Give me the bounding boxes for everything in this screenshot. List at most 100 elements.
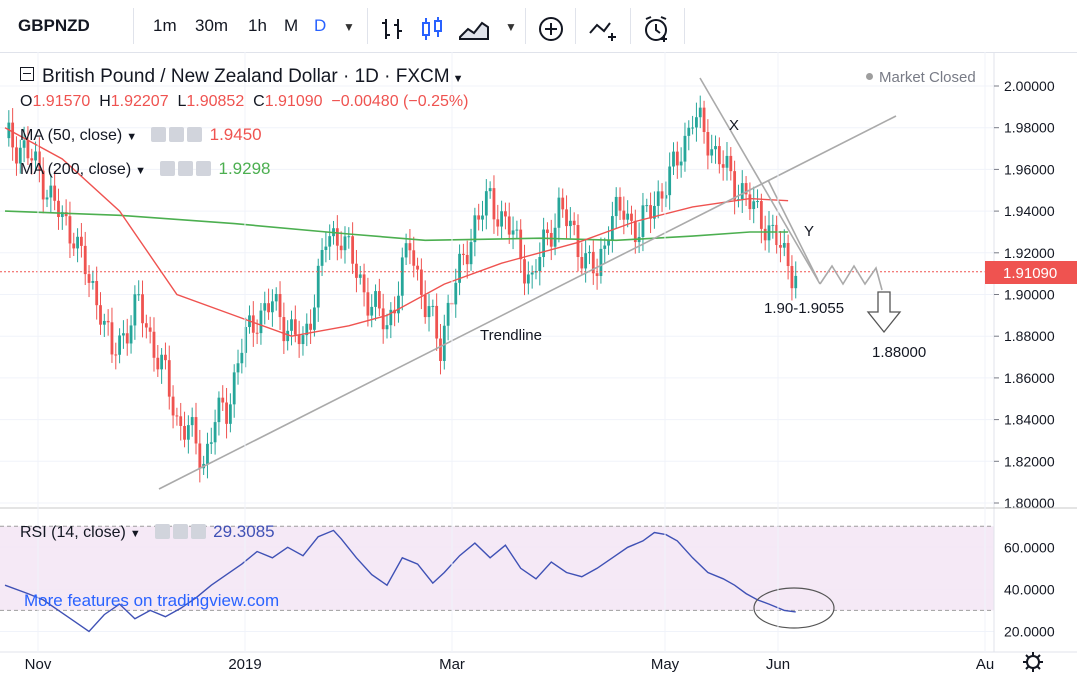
gear-icon[interactable] bbox=[178, 161, 194, 176]
candle-body bbox=[198, 443, 202, 469]
interval-month[interactable]: M bbox=[284, 16, 299, 35]
candle-body bbox=[41, 170, 45, 200]
candle-body bbox=[626, 213, 630, 220]
candle-body bbox=[435, 305, 439, 339]
gear-icon[interactable] bbox=[172, 524, 188, 539]
interval-dropdown[interactable]: ▼ bbox=[343, 0, 355, 52]
close-icon[interactable] bbox=[196, 161, 212, 176]
chevron-down-icon[interactable]: ▼ bbox=[129, 528, 141, 540]
indicators-add-icon[interactable] bbox=[537, 12, 565, 41]
alert-icon[interactable] bbox=[642, 12, 672, 42]
candle-body bbox=[484, 191, 488, 216]
chart-area[interactable]: 2.00000 1.98000 1.96000 1.94000 1.92000 1.900… bbox=[0, 52, 1077, 683]
settings-icon[interactable] bbox=[1023, 652, 1043, 672]
compare-icon[interactable] bbox=[588, 12, 620, 41]
chevron-down-icon[interactable]: ▼ bbox=[126, 131, 138, 143]
low-label: L bbox=[177, 93, 187, 110]
candle-body bbox=[213, 422, 217, 443]
gear-icon[interactable] bbox=[169, 127, 185, 142]
candle-body bbox=[767, 225, 771, 241]
label-target: 1.88000 bbox=[872, 344, 926, 361]
x-tick-label: Nov bbox=[25, 656, 52, 673]
candle-body bbox=[190, 417, 194, 426]
interval-1m[interactable]: 1m bbox=[153, 16, 177, 35]
interval-day[interactable]: D bbox=[314, 16, 327, 35]
chart-type-dropdown[interactable]: ▼ bbox=[505, 0, 517, 52]
candle-body bbox=[339, 245, 343, 251]
candle-body bbox=[99, 305, 102, 325]
ma200-line bbox=[4, 210, 789, 242]
collapse-icon[interactable] bbox=[20, 67, 34, 81]
ma50-legend[interactable]: MA (50, close) ▼ 1.9450 bbox=[20, 125, 262, 145]
candle-body bbox=[591, 251, 595, 274]
area-icon[interactable] bbox=[458, 12, 490, 40]
candle-body bbox=[114, 354, 118, 356]
candle-body bbox=[775, 224, 779, 246]
candle-body bbox=[171, 396, 175, 416]
candle-body bbox=[534, 270, 538, 273]
chevron-down-icon[interactable]: ▼ bbox=[135, 165, 147, 177]
candle-body bbox=[377, 291, 381, 309]
candle-body bbox=[320, 250, 324, 266]
candle-body bbox=[118, 335, 121, 355]
candle-body bbox=[209, 442, 213, 444]
low-value: 1.90852 bbox=[186, 93, 245, 110]
candle-body bbox=[576, 225, 580, 258]
interval-30m[interactable]: 30m bbox=[195, 16, 229, 35]
candle-body bbox=[160, 354, 164, 370]
candle-body bbox=[782, 242, 786, 248]
candle-body bbox=[263, 303, 267, 311]
candle-body bbox=[102, 320, 106, 325]
bar-type-icon[interactable] bbox=[378, 12, 406, 40]
close-icon[interactable] bbox=[190, 524, 206, 539]
candle-body bbox=[446, 302, 450, 326]
candle-body bbox=[427, 306, 431, 318]
candle-body bbox=[255, 332, 259, 334]
candle-body bbox=[232, 372, 236, 405]
last-price-tag[interactable]: 1.91090 bbox=[985, 261, 1077, 284]
candle-body bbox=[72, 243, 76, 249]
candle-body bbox=[30, 158, 34, 161]
candle-body bbox=[614, 196, 618, 217]
rsi-label: RSI (14, close) bbox=[20, 524, 126, 541]
visibility-icon[interactable] bbox=[160, 161, 176, 176]
x-tick-label: 2019 bbox=[228, 656, 261, 673]
y-tick-label: 1.96000 bbox=[1004, 161, 1055, 177]
candle-body bbox=[572, 220, 576, 226]
candle-body bbox=[630, 213, 633, 221]
y-tick-label: 1.92000 bbox=[1004, 245, 1055, 261]
candle-body bbox=[515, 229, 519, 231]
y-tick-label: 1.82000 bbox=[1004, 453, 1055, 469]
candle-body bbox=[358, 274, 362, 278]
ma50-value: 1.9450 bbox=[209, 125, 262, 144]
candle-body bbox=[274, 294, 278, 302]
rsi-ellipse bbox=[753, 587, 835, 629]
candle-body bbox=[374, 291, 377, 307]
candle-body bbox=[599, 248, 603, 276]
rsi-legend[interactable]: RSI (14, close) ▼ 29.3085 bbox=[20, 522, 275, 542]
interval-1h[interactable]: 1h bbox=[248, 16, 267, 35]
visibility-icon[interactable] bbox=[151, 127, 167, 142]
candles-icon[interactable] bbox=[418, 12, 446, 40]
candle-body bbox=[500, 211, 503, 227]
x-tick-label: Jun bbox=[766, 656, 790, 673]
ma200-legend[interactable]: MA (200, close) ▼ 1.9298 bbox=[20, 159, 271, 179]
candle-body bbox=[167, 360, 171, 397]
candle-body bbox=[752, 201, 756, 210]
candle-body bbox=[412, 250, 416, 266]
candle-body bbox=[122, 333, 125, 336]
close-icon[interactable] bbox=[187, 127, 203, 142]
candle-body bbox=[748, 194, 752, 210]
chevron-down-icon[interactable]: ▼ bbox=[452, 73, 464, 85]
watermark-link[interactable]: More features on tradingview.com bbox=[24, 591, 280, 610]
symbol-search[interactable]: GBPNZD bbox=[18, 16, 90, 35]
visibility-icon[interactable] bbox=[154, 524, 170, 539]
candle-body bbox=[454, 282, 458, 305]
trendline-resistance-y bbox=[767, 179, 819, 281]
y-tick-label: 1.84000 bbox=[1004, 412, 1055, 428]
high-label: H bbox=[99, 93, 111, 110]
candle-body bbox=[786, 242, 790, 267]
candle-body bbox=[309, 323, 312, 330]
candle-body bbox=[87, 274, 91, 283]
candle-body bbox=[370, 306, 374, 316]
